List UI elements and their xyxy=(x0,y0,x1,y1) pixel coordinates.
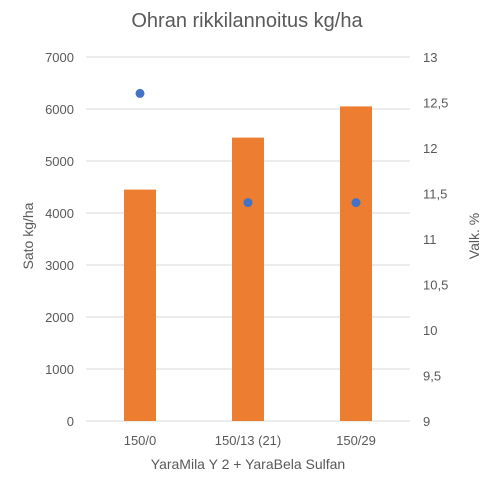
y-tick-label-right: 10 xyxy=(423,323,437,338)
y-tick-label-left: 4000 xyxy=(45,206,74,221)
y-tick-label-right: 12 xyxy=(423,141,437,156)
y-tick-label-left: 7000 xyxy=(45,50,74,65)
y-tick-label-right: 13 xyxy=(423,50,437,65)
bar-series xyxy=(124,106,372,422)
scatter-point xyxy=(243,198,253,208)
x-tick-label: 150/0 xyxy=(124,433,157,448)
bar xyxy=(340,106,372,422)
scatter-point xyxy=(351,198,361,208)
y-tick-label-right: 9 xyxy=(423,414,430,429)
y-tick-label-left: 3000 xyxy=(45,258,74,273)
x-tick-label: 150/13 (21) xyxy=(215,433,282,448)
y-tick-label-left: 6000 xyxy=(45,102,74,117)
right-axis-ticks: 9 9,5 10 10,5 11 11,5 12 12,5 13 xyxy=(423,50,448,429)
bar xyxy=(124,189,156,421)
y-tick-label-left: 2000 xyxy=(45,310,74,325)
y-tick-label-right: 9,5 xyxy=(423,369,441,384)
y-tick-label-left: 1000 xyxy=(45,362,74,377)
y-tick-label-right: 12,5 xyxy=(423,96,448,111)
x-axis-label: YaraMila Y 2 + YaraBela Sulfan xyxy=(150,456,346,472)
chart-title: Ohran rikkilannoitus kg/ha xyxy=(131,10,363,32)
left-axis-ticks: 0 1000 2000 3000 4000 5000 6000 7000 xyxy=(45,50,74,429)
y-tick-label-left: 0 xyxy=(67,414,74,429)
y-axis-label-left: Sato kg/ha xyxy=(20,202,36,270)
y-tick-label-right: 10,5 xyxy=(423,278,448,293)
y-tick-label-right: 11,5 xyxy=(423,187,447,202)
x-tick-label: 150/29 xyxy=(336,433,376,448)
y-axis-label-right: Valk. % xyxy=(466,212,482,260)
x-axis-ticks: 150/0 150/13 (21) 150/29 xyxy=(124,433,376,448)
bar xyxy=(232,137,264,421)
y-tick-label-left: 5000 xyxy=(45,154,74,169)
y-tick-label-right: 11 xyxy=(423,232,437,247)
scatter-point xyxy=(135,88,145,98)
scatter-series xyxy=(135,88,361,208)
